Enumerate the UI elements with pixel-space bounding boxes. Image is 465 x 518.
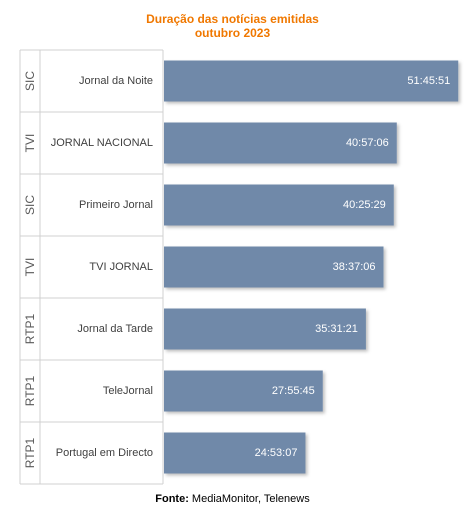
- bar: [164, 432, 306, 474]
- bar: [164, 60, 459, 102]
- bar: [164, 308, 366, 350]
- value-label: 38:37:06: [333, 261, 376, 273]
- category-label: JORNAL NACIONAL: [51, 137, 153, 149]
- channel-label: TVI: [23, 134, 37, 153]
- category-label: TeleJornal: [103, 385, 153, 397]
- channel-label: RTP1: [23, 375, 37, 406]
- category-label: Jornal da Tarde: [77, 323, 153, 335]
- category-label: TVI JORNAL: [89, 261, 153, 273]
- value-label: 35:31:21: [315, 323, 358, 335]
- bar: [164, 184, 394, 226]
- value-label: 24:53:07: [255, 447, 298, 459]
- value-label: 51:45:51: [407, 75, 450, 87]
- bar: [164, 246, 384, 288]
- channel-label: TVI: [23, 258, 37, 277]
- source-note: Fonte: MediaMonitor, Telenews: [0, 493, 465, 505]
- value-label: 40:25:29: [343, 199, 386, 211]
- category-label: Jornal da Noite: [79, 75, 153, 87]
- source-label: Fonte:: [155, 493, 189, 505]
- value-label: 40:57:06: [346, 137, 389, 149]
- bar: [164, 122, 397, 164]
- channel-label: SIC: [23, 71, 37, 91]
- channel-label: RTP1: [23, 437, 37, 468]
- channel-label: RTP1: [23, 313, 37, 344]
- chart-subtitle: outubro 2023: [194, 26, 271, 40]
- bar: [164, 370, 323, 412]
- source-text: MediaMonitor, Telenews: [191, 493, 310, 505]
- chart-title: Duração das notícias emitidas: [146, 12, 319, 26]
- channel-label: SIC: [23, 195, 37, 215]
- category-label: Primeiro Jornal: [79, 199, 153, 211]
- value-label: 27:55:45: [272, 385, 315, 397]
- category-label: Portugal em Directo: [56, 447, 153, 459]
